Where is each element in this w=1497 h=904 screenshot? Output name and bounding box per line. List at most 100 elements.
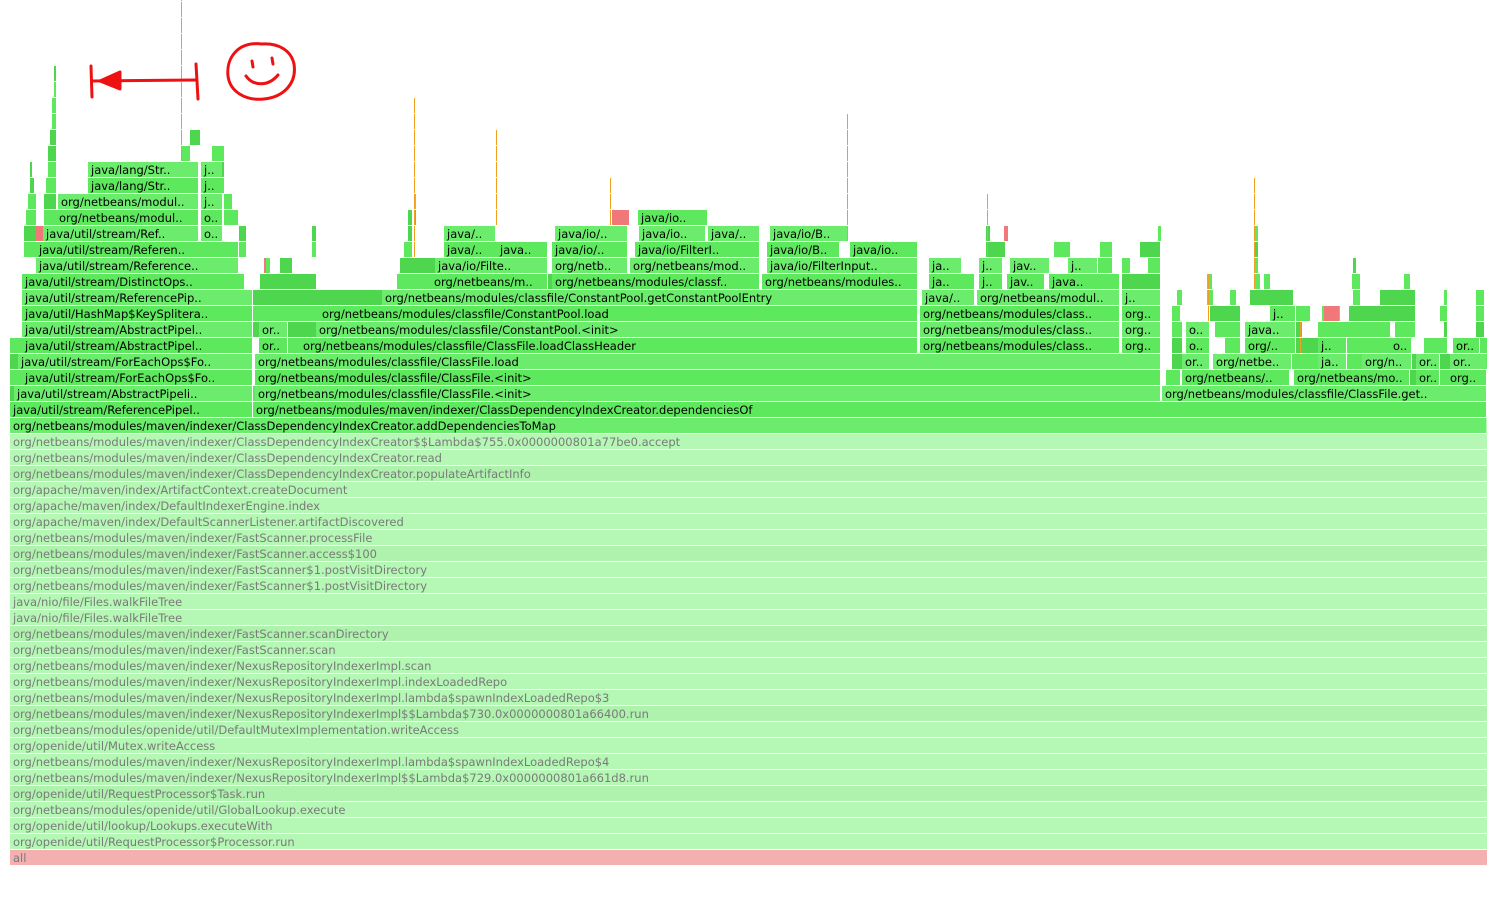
frame-filler[interactable] — [1410, 370, 1416, 385]
frame-hot[interactable]: org/netbeans/modules/classfile/ConstantP… — [316, 322, 917, 337]
frame-filler[interactable] — [548, 274, 552, 289]
frame-filler[interactable] — [404, 242, 412, 257]
frame-hot[interactable]: j.. — [1122, 290, 1160, 305]
frame-spike[interactable] — [987, 226, 988, 241]
frame-spike[interactable] — [1254, 258, 1255, 273]
frame-filler[interactable] — [1296, 338, 1318, 353]
frame-cold[interactable]: org/netbeans/modules/maven/indexer/FastS… — [10, 642, 1487, 657]
frame-hotspot[interactable] — [1324, 306, 1339, 321]
frame-hot[interactable]: java.. — [1049, 274, 1119, 289]
frame-filler[interactable] — [1440, 370, 1447, 385]
frame-spike[interactable] — [987, 194, 988, 209]
frame-filler[interactable] — [24, 242, 36, 257]
frame-hot[interactable]: java/util/stream/Reference.. — [36, 258, 238, 273]
frame-spike[interactable] — [181, 66, 182, 81]
frame-filler[interactable] — [1347, 354, 1362, 369]
frame-hot[interactable]: org/netbeans/mo.. — [1294, 370, 1409, 385]
frame-cold[interactable]: org/openide/util/RequestProcessor$Task.r… — [10, 786, 1487, 801]
frame-hot[interactable]: java/io/B.. — [770, 226, 847, 241]
frame-filler[interactable] — [1172, 338, 1182, 353]
frame-hot[interactable]: org/netbeans/mod.. — [630, 258, 759, 273]
frame-filler[interactable] — [1353, 258, 1356, 273]
frame-filler[interactable] — [1353, 290, 1360, 305]
frame-hot[interactable]: java.. — [1245, 322, 1295, 337]
frame-spike[interactable] — [847, 226, 848, 241]
frame-spike[interactable] — [496, 178, 497, 193]
frame-cold[interactable]: org/netbeans/modules/maven/indexer/FastS… — [10, 626, 1487, 641]
frame-hot[interactable]: java/util/stream/ReferencePipel.. — [10, 402, 252, 417]
frame-filler[interactable] — [1230, 290, 1236, 305]
frame-cold[interactable]: java/nio/file/Files.walkFileTree — [10, 610, 1487, 625]
frame-spike[interactable] — [987, 242, 988, 257]
frame-filler[interactable] — [1054, 242, 1070, 257]
frame-hot[interactable]: j.. — [1270, 306, 1295, 321]
frame-spike[interactable] — [610, 194, 611, 209]
frame-spike[interactable] — [414, 178, 415, 193]
frame-spike[interactable] — [181, 50, 182, 65]
frame-filler[interactable] — [30, 178, 34, 193]
frame-filler[interactable] — [44, 194, 56, 209]
frame-spike[interactable] — [847, 210, 848, 225]
frame-filler[interactable] — [1395, 322, 1415, 337]
frame-filler[interactable] — [312, 242, 316, 257]
frame-filler[interactable] — [44, 210, 56, 225]
frame-hot[interactable]: java/.. — [444, 226, 495, 241]
frame-filler[interactable] — [1215, 322, 1240, 337]
frame-filler[interactable] — [288, 322, 316, 337]
frame-hot[interactable]: j.. — [201, 194, 222, 209]
frame-spike[interactable] — [1254, 178, 1255, 193]
frame-hot[interactable]: org/netbeans/modules/class.. — [920, 338, 1119, 353]
frame-hot[interactable]: java/util/stream/ReferencePip.. — [22, 290, 252, 305]
frame-filler[interactable] — [50, 130, 56, 145]
frame-filler[interactable] — [1476, 290, 1484, 305]
frame-filler[interactable] — [1352, 274, 1360, 289]
frame-spike[interactable] — [414, 210, 415, 225]
frame-spike[interactable] — [1300, 322, 1301, 337]
frame-filler[interactable] — [1172, 354, 1182, 369]
frame-hot[interactable]: org/netbeans/modul.. — [56, 210, 198, 225]
frame-filler[interactable] — [1296, 306, 1310, 321]
frame-filler[interactable] — [28, 194, 36, 209]
frame-filler[interactable] — [26, 210, 36, 225]
frame-hot[interactable]: ja.. — [929, 274, 974, 289]
frame-cold[interactable]: org/netbeans/modules/maven/indexer/Nexus… — [10, 754, 1487, 769]
frame-hot[interactable]: j.. — [201, 178, 222, 193]
frame-hot[interactable]: java/util/stream/Ref.. — [43, 226, 198, 241]
frame-hotspot[interactable] — [36, 226, 43, 241]
frame-hot[interactable]: org.. — [1122, 338, 1160, 353]
frame-hot[interactable]: org/netbeans/modul.. — [977, 290, 1119, 305]
frame-filler[interactable] — [264, 258, 270, 273]
frame-filler[interactable] — [1158, 226, 1161, 241]
frame-filler[interactable] — [1440, 306, 1447, 321]
frame-filler[interactable] — [1254, 258, 1258, 273]
frame-hot[interactable]: java/io/B.. — [767, 242, 839, 257]
frame-spike[interactable] — [414, 114, 415, 129]
frame-filler[interactable] — [1148, 258, 1160, 273]
frame-filler[interactable] — [1264, 274, 1270, 289]
frame-hotspot[interactable] — [264, 258, 266, 273]
frame-hot[interactable]: org/netb.. — [552, 258, 627, 273]
frame-spike[interactable] — [496, 162, 497, 177]
frame-spike[interactable] — [1254, 210, 1255, 225]
frame-filler[interactable] — [280, 258, 292, 273]
frame-hot[interactable]: org/netbeans/modules/classfile/ConstantP… — [319, 306, 917, 321]
frame-spike[interactable] — [181, 0, 182, 1]
frame-filler[interactable] — [260, 274, 316, 289]
frame-filler[interactable] — [48, 162, 56, 177]
frame-hot[interactable]: java/util/stream/AbstractPipel.. — [22, 338, 252, 353]
frame-filler[interactable] — [253, 290, 382, 305]
frame-hot[interactable]: java/lang/Str.. — [88, 162, 198, 177]
frame-cold[interactable]: org/netbeans/modules/maven/indexer/Nexus… — [10, 690, 1487, 705]
frame-filler[interactable] — [52, 98, 56, 113]
frame-filler[interactable] — [1207, 290, 1213, 305]
frame-filler[interactable] — [10, 338, 22, 353]
frame-spike[interactable] — [1208, 274, 1209, 289]
frame-cold[interactable]: org/netbeans/modules/maven/indexer/FastS… — [10, 562, 1487, 577]
frame-cold[interactable]: org/netbeans/modules/maven/indexer/Nexus… — [10, 674, 1487, 689]
frame-filler[interactable] — [1207, 274, 1212, 289]
frame-filler[interactable] — [986, 242, 1005, 257]
frame-filler[interactable] — [408, 226, 412, 241]
frame-hot[interactable]: org/netbeans/modul.. — [58, 194, 198, 209]
frame-filler[interactable] — [397, 274, 431, 289]
frame-hot[interactable]: jav.. — [1007, 274, 1044, 289]
